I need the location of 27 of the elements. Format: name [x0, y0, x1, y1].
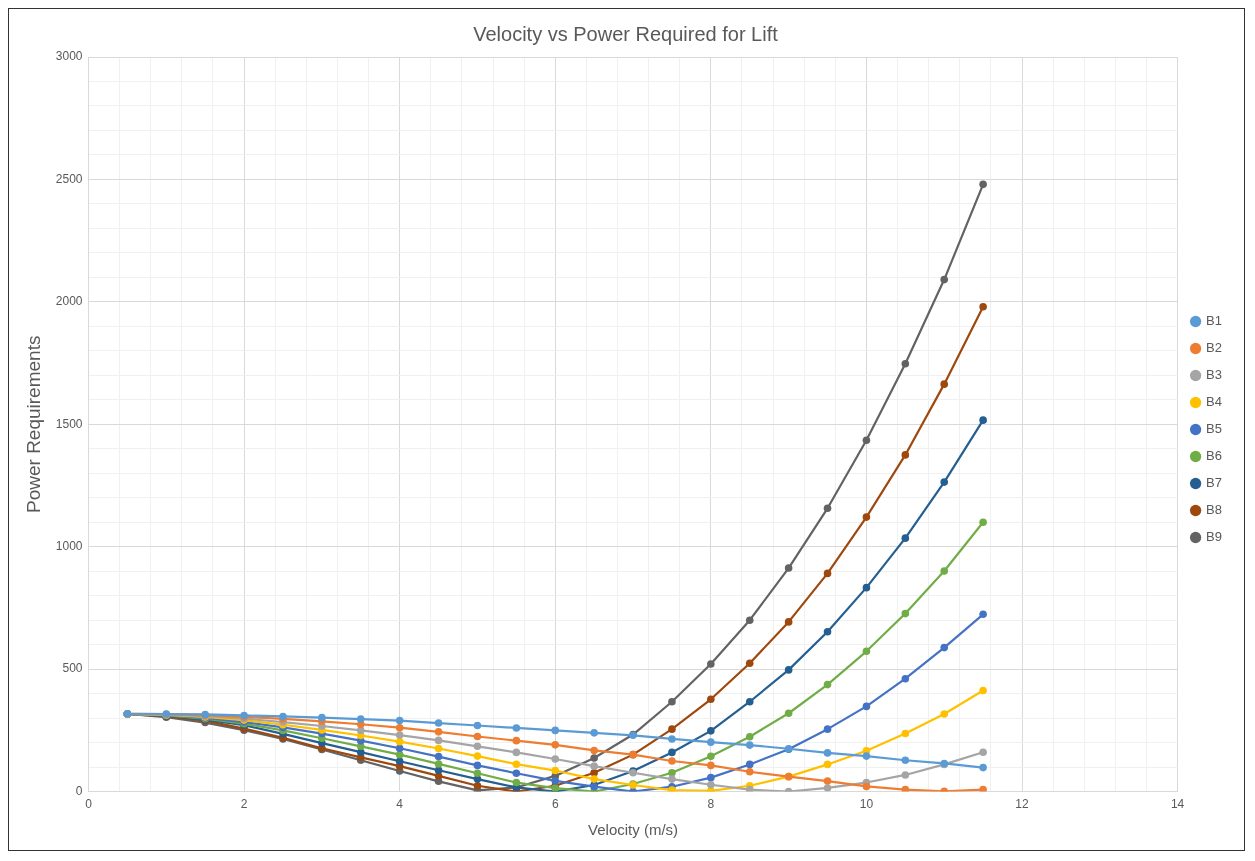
- y-tick-label: 2000: [55, 294, 83, 309]
- y-tick-label: 1500: [55, 416, 83, 431]
- y-tick-label: 500: [62, 661, 83, 676]
- legend-label: B5: [1206, 421, 1223, 437]
- legend-label: B1: [1206, 313, 1223, 329]
- legend-label: B7: [1206, 475, 1223, 491]
- legend-label: B4: [1206, 394, 1223, 410]
- legend-label: B8: [1206, 502, 1223, 518]
- legend-label: B6: [1206, 448, 1223, 464]
- legend-label: B2: [1206, 340, 1223, 356]
- x-tick-label: 14: [1170, 797, 1185, 812]
- y-tick-label: 3000: [55, 49, 83, 64]
- x-tick-label: 2: [240, 797, 248, 812]
- x-tick-label: 10: [859, 797, 874, 812]
- y-tick-label: 2500: [55, 171, 83, 186]
- x-axis-title: Velocity (m/s): [588, 821, 679, 839]
- x-tick-label: 8: [707, 797, 715, 812]
- y-tick-label: 0: [75, 783, 83, 798]
- x-tick-label: 0: [85, 797, 93, 812]
- y-axis-title: Power Requirements: [22, 335, 44, 514]
- y-tick-label: 1000: [55, 539, 83, 554]
- legend-label: B9: [1206, 529, 1223, 545]
- chart-title: Velocity vs Power Required for Lift: [473, 22, 779, 45]
- x-tick-label: 6: [551, 797, 559, 812]
- x-tick-label: 4: [396, 797, 404, 812]
- x-tick-label: 12: [1015, 797, 1030, 812]
- legend-label: B3: [1206, 367, 1223, 383]
